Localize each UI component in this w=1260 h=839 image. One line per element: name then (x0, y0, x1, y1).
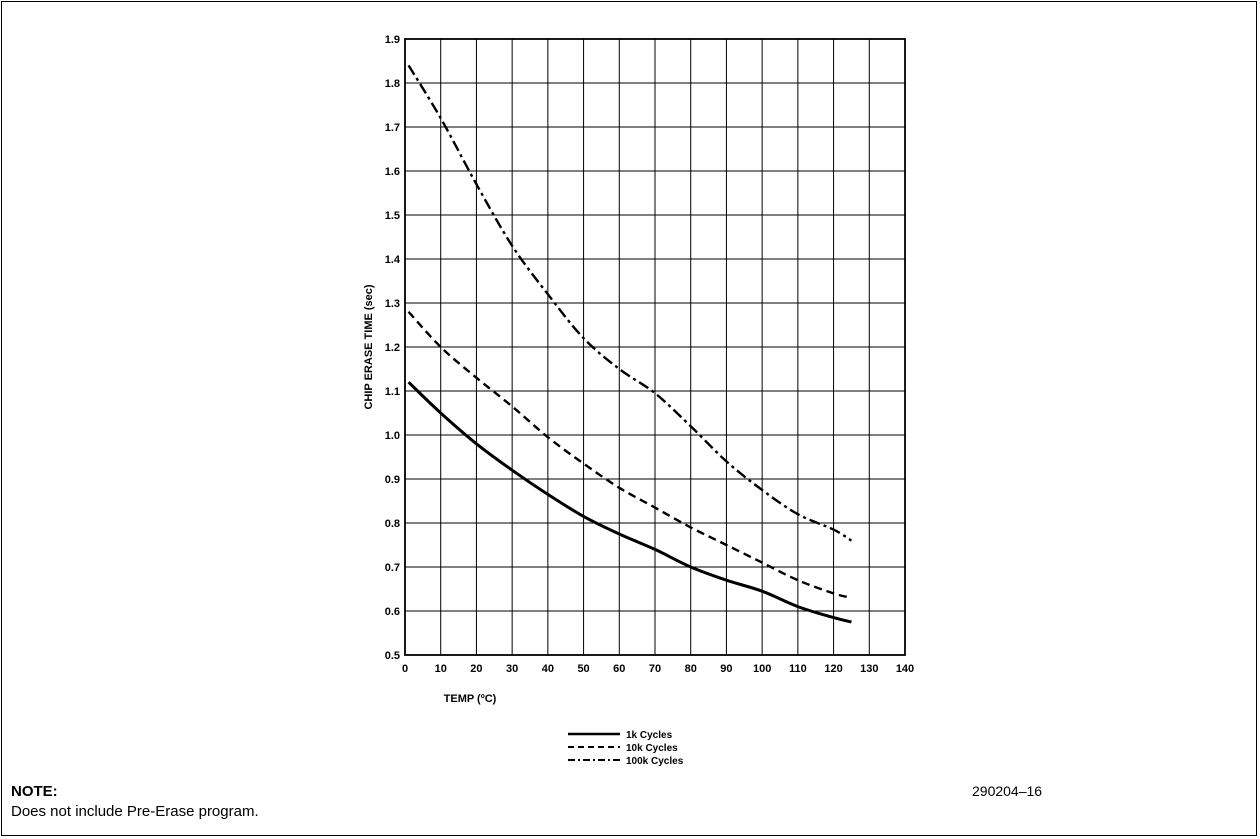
x-tick-label: 110 (789, 663, 807, 675)
y-tick-label: 0.8 (385, 518, 400, 530)
legend-label: 100k Cycles (626, 756, 684, 767)
y-tick-label: 1.8 (385, 78, 400, 90)
x-tick-label: 100 (753, 663, 771, 675)
y-tick-labels: 0.5 0.6 0.7 0.8 0.9 1.0 1.1 1.2 1.3 1.4 1.5 1.6 1.7 1… (385, 34, 401, 662)
x-tick-label: 70 (649, 663, 661, 675)
x-tick-label: 130 (860, 663, 878, 675)
x-tick-label: 90 (720, 663, 732, 675)
legend-label: 1k Cycles (626, 730, 673, 741)
y-tick-label: 1.3 (385, 298, 400, 310)
y-tick-label: 0.6 (385, 606, 400, 618)
y-tick-label: 0.7 (385, 562, 400, 574)
series-line-2 (407, 310, 852, 599)
x-tick-label: 30 (506, 663, 518, 675)
series-lines (407, 64, 853, 624)
x-tick-label: 140 (896, 663, 914, 675)
x-tick-label: 20 (470, 663, 482, 675)
note-heading: NOTE: (11, 783, 58, 800)
note-text: Does not include Pre-Erase program. (11, 803, 259, 820)
y-axis-label: CHIP ERASE TIME (sec) (363, 284, 375, 409)
y-tick-label: 1.7 (385, 122, 400, 134)
x-tick-label: 80 (685, 663, 697, 675)
legend: 1k Cycles 10k Cycles 100k Cycles (568, 730, 684, 767)
y-tick-label: 1.1 (385, 386, 400, 398)
y-tick-label: 1.0 (385, 430, 400, 442)
x-tick-label: 120 (824, 663, 842, 675)
x-tick-label: 40 (542, 663, 554, 675)
x-tick-label: 50 (577, 663, 589, 675)
figure-id: 290204–16 (972, 783, 1043, 799)
y-tick-label: 1.4 (385, 254, 401, 266)
y-tick-label: 1.2 (385, 342, 400, 354)
x-axis-label: TEMP (ºC) (444, 693, 497, 705)
plot-area (404, 38, 906, 656)
y-tick-label: 1.9 (385, 34, 400, 46)
legend-label: 10k Cycles (626, 743, 678, 754)
y-tick-label: 1.5 (385, 210, 400, 222)
x-tick-label: 10 (435, 663, 447, 675)
x-tick-label: 60 (613, 663, 625, 675)
x-tick-labels: 0 10 20 30 40 50 60 70 80 90 100 110 120 130 140 (402, 663, 914, 675)
y-tick-label: 0.9 (385, 474, 400, 486)
x-tick-label: 0 (402, 663, 408, 675)
series-line-1 (407, 381, 852, 624)
y-tick-label: 1.6 (385, 166, 400, 178)
series-line-3 (407, 64, 853, 542)
y-tick-label: 0.5 (385, 650, 400, 662)
grid (404, 38, 906, 656)
